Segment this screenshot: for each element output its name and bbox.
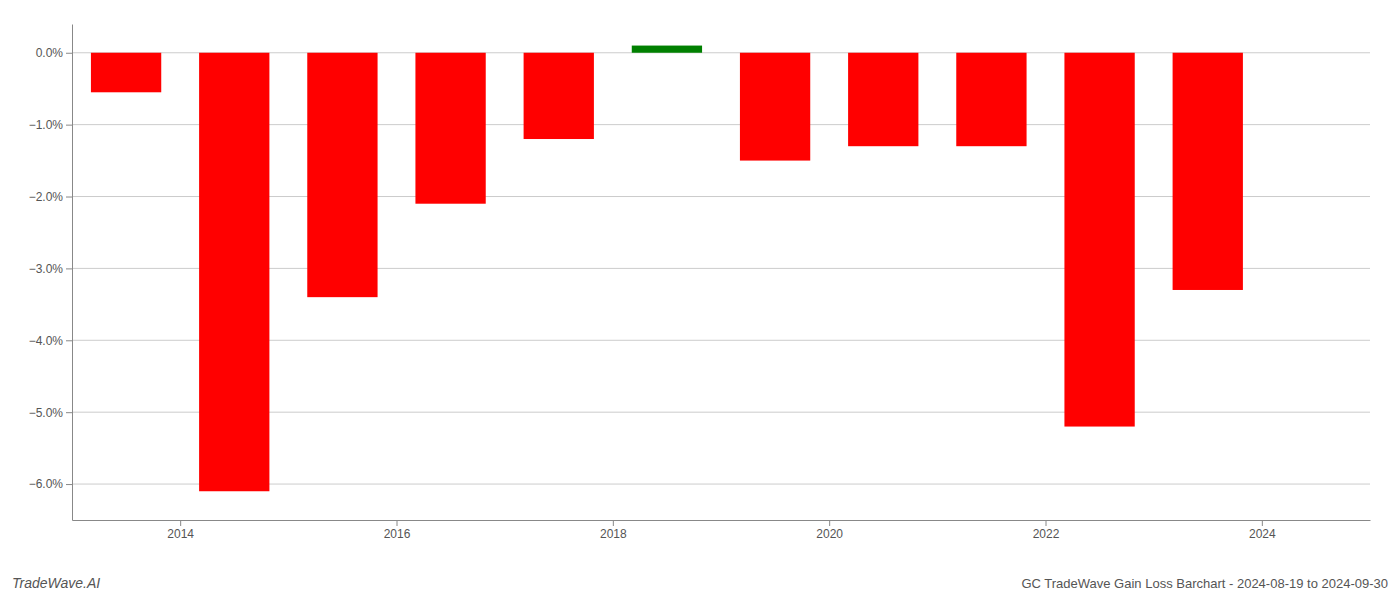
bar xyxy=(1173,53,1243,290)
bar xyxy=(1064,53,1134,427)
y-tick-label: −6.0% xyxy=(29,477,64,491)
x-tick-label: 2016 xyxy=(384,527,411,541)
y-tick: −4.0% xyxy=(29,334,72,348)
y-tick-mark xyxy=(66,268,72,269)
bar xyxy=(632,46,702,53)
y-tick-mark xyxy=(66,125,72,126)
x-tick-label: 2018 xyxy=(600,527,627,541)
x-tick-mark xyxy=(180,520,181,526)
x-tick: 2018 xyxy=(600,520,627,541)
y-axis-line xyxy=(72,25,73,521)
bar xyxy=(91,53,161,93)
chart-title: GC TradeWave Gain Loss Barchart - 2024-0… xyxy=(1021,576,1388,591)
x-tick: 2014 xyxy=(167,520,194,541)
plot-area: 2014 2016 2018 2020 2022 2024 0.0% −1.0% −2.0% −3… xyxy=(29,25,1371,541)
bar xyxy=(307,53,377,297)
chart-svg: 2014 2016 2018 2020 2022 2024 0.0% −1.0% −2.0% −3… xyxy=(0,0,1400,600)
y-tick: −6.0% xyxy=(29,477,72,491)
x-tick-label: 2020 xyxy=(816,527,843,541)
y-tick-mark xyxy=(66,340,72,341)
y-tick-label: 0.0% xyxy=(36,46,64,60)
y-tick: −3.0% xyxy=(29,262,72,276)
bar xyxy=(524,53,594,139)
bar xyxy=(956,53,1026,146)
y-tick-mark xyxy=(66,412,72,413)
x-tick: 2016 xyxy=(384,520,411,541)
watermark: TradeWave.AI xyxy=(12,575,100,591)
bar xyxy=(199,53,269,491)
y-tick-label: −4.0% xyxy=(29,334,64,348)
x-tick-label: 2022 xyxy=(1033,527,1060,541)
x-tick-mark xyxy=(1262,520,1263,526)
y-tick: −5.0% xyxy=(29,406,72,420)
x-axis: 2014 2016 2018 2020 2022 2024 xyxy=(73,520,1371,541)
x-tick: 2020 xyxy=(816,520,843,541)
x-tick-mark xyxy=(1046,520,1047,526)
x-tick: 2024 xyxy=(1249,520,1276,541)
y-tick-mark xyxy=(66,484,72,485)
x-tick-label: 2024 xyxy=(1249,527,1276,541)
chart-container: 2014 2016 2018 2020 2022 2024 0.0% −1.0% −2.0% −3… xyxy=(0,0,1400,600)
bar xyxy=(740,53,810,161)
y-axis: 0.0% −1.0% −2.0% −3.0% −4.0% −5.0% −6.0% xyxy=(29,25,73,521)
x-tick-mark xyxy=(613,520,614,526)
y-tick: 0.0% xyxy=(36,46,72,60)
y-tick-label: −2.0% xyxy=(29,190,64,204)
x-tick: 2022 xyxy=(1033,520,1060,541)
y-tick-mark xyxy=(66,53,72,54)
y-tick: −1.0% xyxy=(29,118,72,132)
y-tick-mark xyxy=(66,197,72,198)
x-tick-mark xyxy=(397,520,398,526)
y-tick-label: −3.0% xyxy=(29,262,64,276)
y-tick: −2.0% xyxy=(29,190,72,204)
y-tick-label: −5.0% xyxy=(29,406,64,420)
y-tick-label: −1.0% xyxy=(29,118,64,132)
bars xyxy=(91,46,1243,492)
x-tick-mark xyxy=(829,520,830,526)
bar xyxy=(848,53,918,146)
x-axis-line xyxy=(73,520,1371,521)
bar xyxy=(415,53,485,204)
x-tick-label: 2014 xyxy=(167,527,194,541)
